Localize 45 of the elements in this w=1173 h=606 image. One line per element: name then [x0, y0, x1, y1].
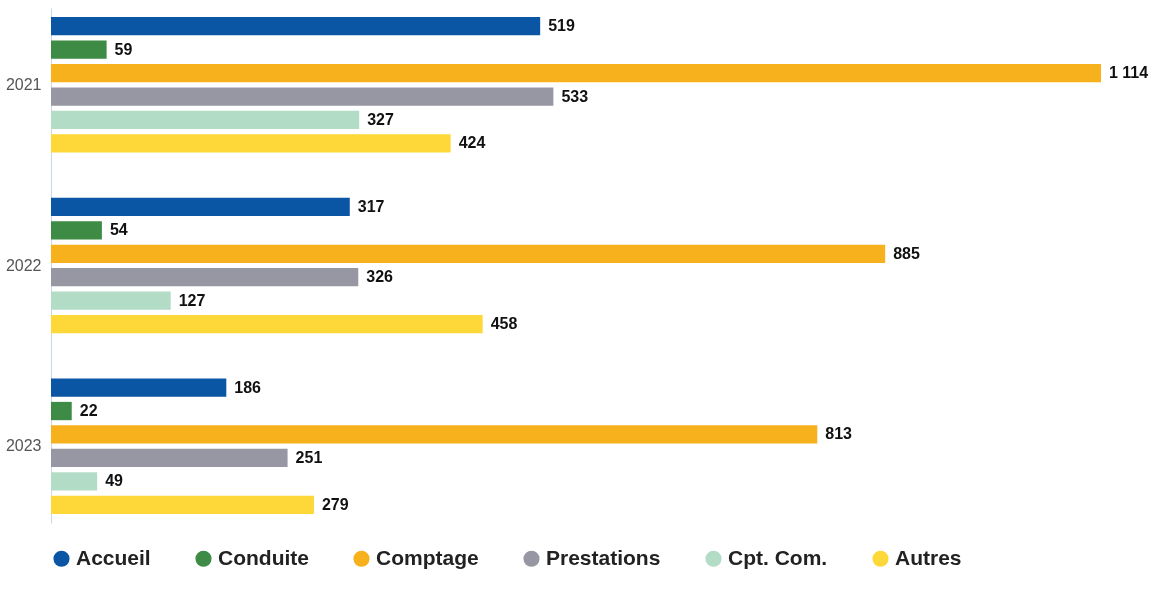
bar: [51, 314, 483, 334]
bar: [51, 378, 227, 397]
legend-label: Conduite: [218, 545, 309, 569]
bar: [51, 291, 171, 310]
bar: [51, 448, 288, 468]
y-tick-label: 2021: [5, 75, 42, 93]
bar: [51, 425, 818, 444]
legend-label: Autres: [895, 545, 962, 569]
bar: [51, 401, 72, 421]
y-tick-label: 2022: [5, 256, 42, 274]
legend-label: Cpt. Com.: [728, 545, 828, 569]
data-label: 519: [548, 17, 575, 35]
data-label: 22: [79, 402, 98, 420]
bar: [51, 197, 350, 217]
data-label: 251: [295, 448, 323, 466]
bar: [51, 17, 541, 36]
bar: [51, 87, 554, 106]
data-label: 458: [490, 315, 518, 333]
bar: [51, 495, 314, 514]
bar: [51, 244, 886, 263]
data-label: 326: [366, 268, 394, 286]
data-label: 54: [109, 221, 128, 239]
bar: [51, 110, 360, 130]
bar: [51, 268, 359, 287]
bar: [51, 221, 102, 240]
legend-label: Comptage: [376, 545, 479, 569]
data-label: 885: [893, 244, 920, 262]
bar: [51, 134, 451, 153]
data-label: 317: [357, 197, 385, 215]
data-label: 279: [321, 495, 349, 513]
data-label: 813: [825, 425, 853, 443]
data-label: 127: [178, 291, 206, 309]
y-tick-label: 2023: [5, 437, 42, 455]
bar: [51, 472, 98, 491]
data-label: 186: [234, 378, 262, 396]
data-label: 59: [114, 40, 133, 58]
data-label: 49: [105, 472, 124, 490]
legend-label: Prestations: [546, 545, 661, 569]
data-label: 1 114: [1109, 64, 1149, 82]
bar: [51, 40, 107, 59]
data-label: 424: [458, 134, 486, 152]
bar: [51, 63, 1101, 83]
data-label: 327: [367, 110, 395, 128]
data-label: 533: [561, 87, 589, 105]
legend-label: Accueil: [76, 545, 151, 569]
